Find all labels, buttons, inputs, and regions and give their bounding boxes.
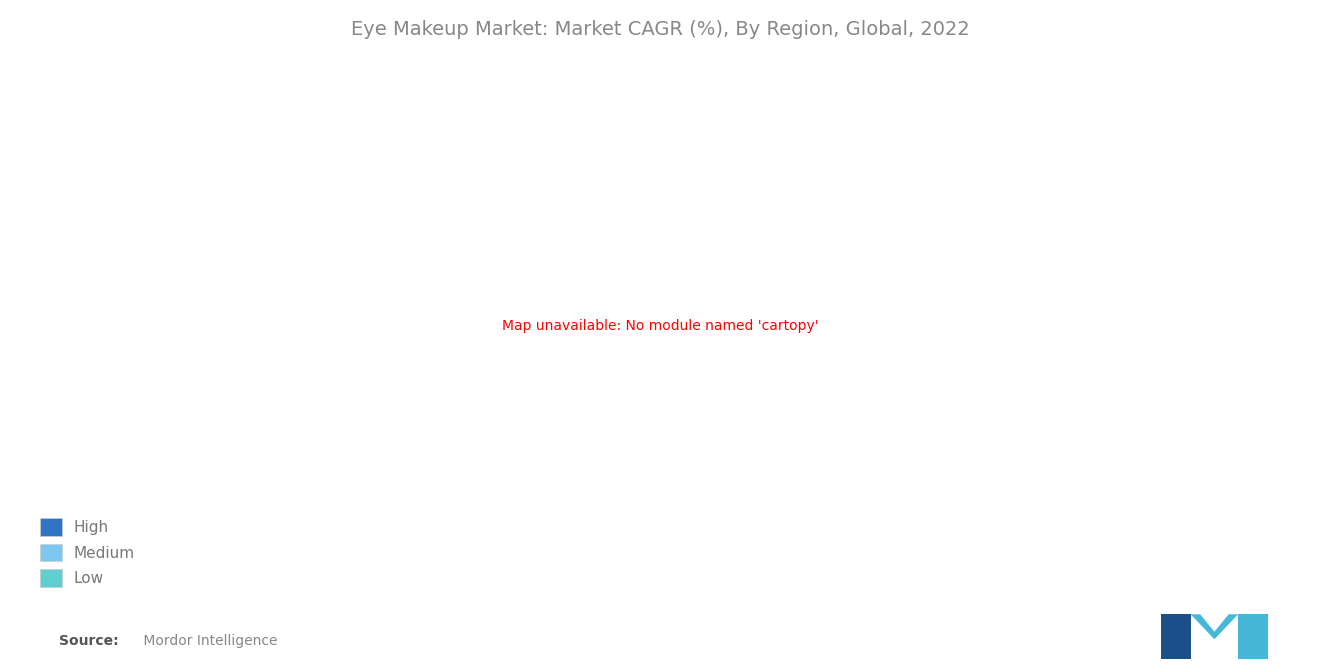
Text: Source:: Source:	[59, 634, 119, 648]
Polygon shape	[1162, 614, 1191, 659]
Polygon shape	[1191, 614, 1238, 639]
Text: Map unavailable: No module named 'cartopy': Map unavailable: No module named 'cartop…	[502, 319, 818, 333]
Legend: High, Medium, Low: High, Medium, Low	[34, 512, 141, 593]
Text: Mordor Intelligence: Mordor Intelligence	[139, 634, 277, 648]
Polygon shape	[1238, 614, 1267, 659]
Text: Eye Makeup Market: Market CAGR (%), By Region, Global, 2022: Eye Makeup Market: Market CAGR (%), By R…	[351, 20, 969, 39]
